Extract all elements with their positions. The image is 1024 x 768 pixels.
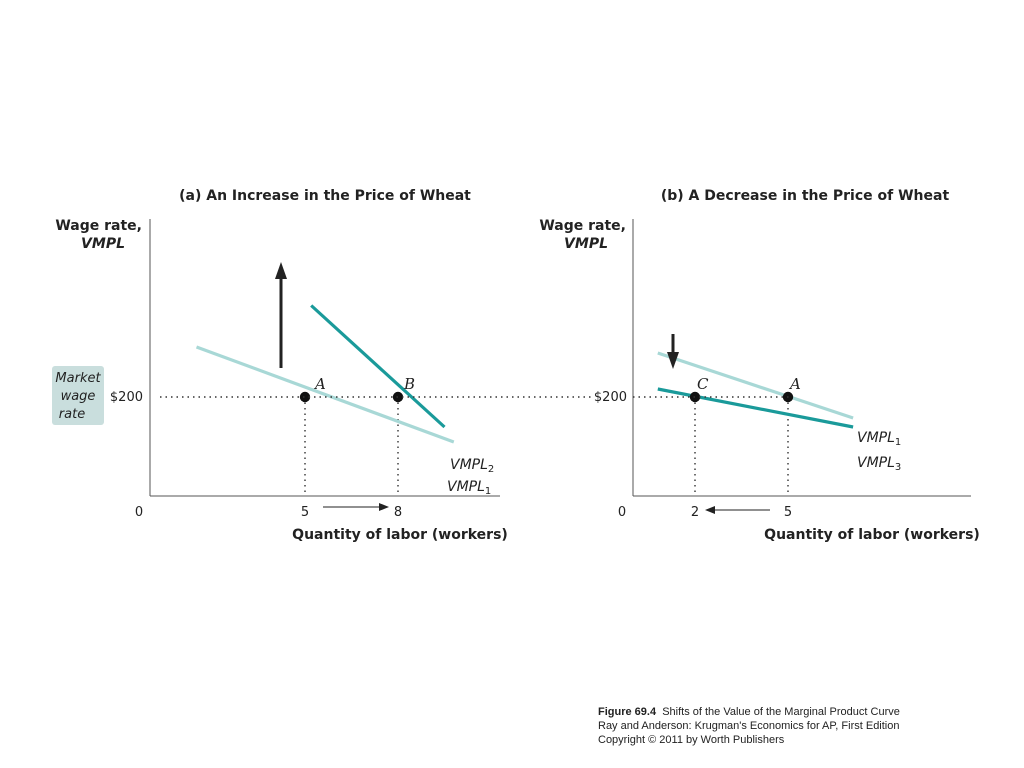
quantity-arrow-b xyxy=(705,506,770,514)
series-line-vmpl1 xyxy=(195,345,455,444)
x-tick-2: 2 xyxy=(691,505,699,520)
point-label-c: C xyxy=(697,375,709,393)
curve-label-vmpl1: VMPL1 xyxy=(447,479,491,497)
panel-b-origin: 0 xyxy=(618,505,626,520)
market-box-line-3: rate xyxy=(59,407,85,422)
panel-a-wage-label: $200 xyxy=(110,390,143,405)
point-label-a: A xyxy=(313,375,326,393)
panel-a-ylabel-2: VMPL xyxy=(81,236,125,252)
panel-b: (b) A Decrease in the Price of Wheat Wag… xyxy=(539,188,979,543)
curve-label-vmpl1: VMPL1 xyxy=(857,430,901,448)
quantity-arrow-a xyxy=(323,503,389,511)
panel-b-curve-labels: VMPL1 VMPL3 xyxy=(857,430,901,473)
caption-figure-title: Shifts of the Value of the Marginal Prod… xyxy=(662,706,900,718)
curve-label-vmpl2: VMPL2 xyxy=(450,457,494,475)
point-a xyxy=(299,391,311,403)
panel-b-ylabel-1: Wage rate, xyxy=(539,218,626,234)
panel-a-curve-labels: VMPL1 VMPL2 xyxy=(447,457,494,497)
caption-line-2: Ray and Anderson: Krugman's Economics fo… xyxy=(598,720,900,732)
panel-a-guides xyxy=(304,397,399,496)
curve-label-vmpl3: VMPL3 xyxy=(857,455,901,473)
x-tick-5: 5 xyxy=(784,505,792,520)
x-tick-8: 8 xyxy=(394,505,402,520)
panel-a-lines xyxy=(195,304,455,444)
series-line-vmpl1 xyxy=(657,351,854,420)
market-box-line-2: wage xyxy=(61,389,96,404)
shift-up-arrow xyxy=(275,262,287,368)
panel-b-xlabel: Quantity of labor (workers) xyxy=(764,527,980,543)
panel-a: (a) An Increase in the Price of Wheat Wa… xyxy=(52,188,508,543)
panel-a-ylabel-1: Wage rate, xyxy=(55,218,142,234)
caption-figure-label: Figure 69.4 xyxy=(598,706,657,718)
x-tick-5: 5 xyxy=(301,505,309,520)
caption-line-3: Copyright © 2011 by Worth Publishers xyxy=(598,734,785,746)
point-label-b: B xyxy=(403,375,415,393)
panel-b-ylabel-2: VMPL xyxy=(564,236,608,252)
market-wage-box xyxy=(52,366,104,425)
series-line-vmpl2 xyxy=(310,304,446,429)
shift-down-arrow xyxy=(667,334,679,369)
panel-b-lines xyxy=(657,351,854,429)
panel-a-origin: 0 xyxy=(135,505,143,520)
market-box-line-1: Market xyxy=(55,371,101,386)
panel-b-wage-label: $200 xyxy=(594,390,627,405)
point-label-a: A xyxy=(788,375,801,393)
panel-a-xlabel: Quantity of labor (workers) xyxy=(292,527,508,543)
figure-caption: Figure 69.4 Shifts of the Value of the M… xyxy=(598,705,900,747)
panel-a-title: (a) An Increase in the Price of Wheat xyxy=(179,188,471,204)
panel-b-title: (b) A Decrease in the Price of Wheat xyxy=(661,188,950,204)
